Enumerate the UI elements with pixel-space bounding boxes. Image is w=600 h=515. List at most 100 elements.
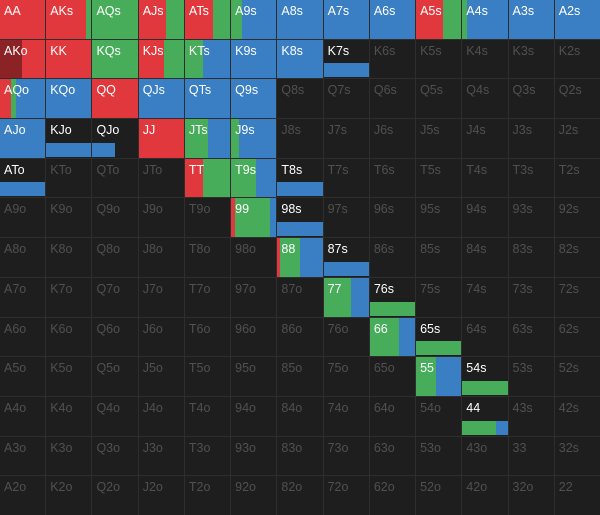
hand-cell-q5o[interactable]: Q5o: [92, 357, 138, 396]
hand-cell-k8s[interactable]: K8s: [277, 39, 323, 79]
hand-cell-a4s[interactable]: A4s: [462, 0, 508, 39]
hand-cell-86o[interactable]: 86o: [277, 317, 323, 357]
hand-cell-j2o[interactable]: J2o: [138, 476, 184, 515]
hand-cell-t6s[interactable]: T6s: [369, 158, 416, 198]
hand-cell-93s[interactable]: 93s: [508, 198, 554, 238]
hand-cell-k7s[interactable]: K7s: [323, 39, 369, 79]
hand-cell-75s[interactable]: 75s: [416, 277, 462, 317]
hand-cell-ajo[interactable]: AJo: [0, 119, 46, 158]
hand-cell-t7s[interactable]: T7s: [323, 158, 369, 198]
hand-cell-a2s[interactable]: A2s: [554, 0, 600, 39]
hand-cell-43o[interactable]: 43o: [462, 436, 508, 476]
hand-cell-k6s[interactable]: K6s: [369, 39, 416, 79]
hand-cell-j7o[interactable]: J7o: [138, 277, 184, 317]
hand-cell-k4s[interactable]: K4s: [462, 39, 508, 79]
hand-cell-64o[interactable]: 64o: [369, 396, 416, 436]
hand-cell-73o[interactable]: 73o: [323, 436, 369, 476]
hand-cell-62o[interactable]: 62o: [369, 476, 416, 515]
hand-cell-75o[interactable]: 75o: [323, 357, 369, 396]
hand-cell-k9o[interactable]: K9o: [46, 198, 92, 238]
hand-cell-q7s[interactable]: Q7s: [323, 79, 369, 119]
hand-cell-96o[interactable]: 96o: [231, 317, 277, 357]
hand-cell-a6o[interactable]: A6o: [0, 317, 46, 357]
hand-cell-95s[interactable]: 95s: [416, 198, 462, 238]
hand-cell-a8s[interactable]: A8s: [277, 0, 323, 39]
hand-cell-t9o[interactable]: T9o: [184, 198, 231, 238]
hand-cell-72o[interactable]: 72o: [323, 476, 369, 515]
hand-cell-a7s[interactable]: A7s: [323, 0, 369, 39]
hand-cell-a9o[interactable]: A9o: [0, 198, 46, 238]
hand-cell-95o[interactable]: 95o: [231, 357, 277, 396]
hand-cell-32o[interactable]: 32o: [508, 476, 554, 515]
hand-cell-54o[interactable]: 54o: [416, 396, 462, 436]
hand-cell-54s[interactable]: 54s: [462, 357, 508, 396]
hand-cell-88[interactable]: 88: [277, 238, 323, 277]
hand-cell-q6s[interactable]: Q6s: [369, 79, 416, 119]
hand-cell-86s[interactable]: 86s: [369, 238, 416, 277]
hand-cell-94o[interactable]: 94o: [231, 396, 277, 436]
hand-cell-a2o[interactable]: A2o: [0, 476, 46, 515]
hand-cell-99[interactable]: 99: [231, 198, 277, 238]
hand-cell-kjs[interactable]: KJs: [138, 39, 184, 79]
hand-cell-j8s[interactable]: J8s: [277, 119, 323, 158]
hand-cell-tt[interactable]: TT: [184, 158, 231, 198]
hand-cell-53s[interactable]: 53s: [508, 357, 554, 396]
hand-cell-62s[interactable]: 62s: [554, 317, 600, 357]
hand-cell-qts[interactable]: QTs: [184, 79, 231, 119]
hand-cell-ats[interactable]: ATs: [184, 0, 231, 39]
hand-cell-t3o[interactable]: T3o: [184, 436, 231, 476]
hand-cell-kqo[interactable]: KQo: [46, 79, 92, 119]
hand-cell-k7o[interactable]: K7o: [46, 277, 92, 317]
hand-cell-j3o[interactable]: J3o: [138, 436, 184, 476]
hand-cell-j4s[interactable]: J4s: [462, 119, 508, 158]
hand-cell-a5o[interactable]: A5o: [0, 357, 46, 396]
hand-cell-t5o[interactable]: T5o: [184, 357, 231, 396]
hand-cell-85s[interactable]: 85s: [416, 238, 462, 277]
hand-cell-76s[interactable]: 76s: [369, 277, 416, 317]
hand-cell-83s[interactable]: 83s: [508, 238, 554, 277]
hand-cell-q6o[interactable]: Q6o: [92, 317, 138, 357]
hand-cell-kjo[interactable]: KJo: [46, 119, 92, 158]
hand-cell-kqs[interactable]: KQs: [92, 39, 138, 79]
hand-cell-j9s[interactable]: J9s: [231, 119, 277, 158]
hand-cell-j2s[interactable]: J2s: [554, 119, 600, 158]
hand-cell-a8o[interactable]: A8o: [0, 238, 46, 277]
hand-cell-j9o[interactable]: J9o: [138, 198, 184, 238]
hand-cell-85o[interactable]: 85o: [277, 357, 323, 396]
hand-cell-97o[interactable]: 97o: [231, 277, 277, 317]
hand-cell-t4s[interactable]: T4s: [462, 158, 508, 198]
hand-cell-t8s[interactable]: T8s: [277, 158, 323, 198]
hand-cell-q5s[interactable]: Q5s: [416, 79, 462, 119]
hand-cell-a4o[interactable]: A4o: [0, 396, 46, 436]
hand-cell-84o[interactable]: 84o: [277, 396, 323, 436]
hand-cell-42s[interactable]: 42s: [554, 396, 600, 436]
hand-cell-92o[interactable]: 92o: [231, 476, 277, 515]
hand-cell-kts[interactable]: KTs: [184, 39, 231, 79]
hand-cell-22[interactable]: 22: [554, 476, 600, 515]
hand-cell-55[interactable]: 55: [416, 357, 462, 396]
hand-cell-66[interactable]: 66: [369, 317, 416, 357]
hand-cell-52s[interactable]: 52s: [554, 357, 600, 396]
hand-cell-a6s[interactable]: A6s: [369, 0, 416, 39]
hand-cell-k5o[interactable]: K5o: [46, 357, 92, 396]
hand-cell-33[interactable]: 33: [508, 436, 554, 476]
hand-cell-83o[interactable]: 83o: [277, 436, 323, 476]
hand-cell-94s[interactable]: 94s: [462, 198, 508, 238]
hand-cell-87s[interactable]: 87s: [323, 238, 369, 277]
hand-cell-t8o[interactable]: T8o: [184, 238, 231, 277]
hand-cell-k4o[interactable]: K4o: [46, 396, 92, 436]
hand-cell-98s[interactable]: 98s: [277, 198, 323, 238]
hand-cell-qjo[interactable]: QJo: [92, 119, 138, 158]
hand-cell-43s[interactable]: 43s: [508, 396, 554, 436]
hand-cell-jts[interactable]: JTs: [184, 119, 231, 158]
hand-cell-t2s[interactable]: T2s: [554, 158, 600, 198]
hand-cell-q4o[interactable]: Q4o: [92, 396, 138, 436]
hand-cell-jto[interactable]: JTo: [138, 158, 184, 198]
hand-cell-j8o[interactable]: J8o: [138, 238, 184, 277]
hand-cell-a3s[interactable]: A3s: [508, 0, 554, 39]
hand-cell-63o[interactable]: 63o: [369, 436, 416, 476]
hand-cell-82s[interactable]: 82s: [554, 238, 600, 277]
hand-cell-t6o[interactable]: T6o: [184, 317, 231, 357]
hand-cell-q3o[interactable]: Q3o: [92, 436, 138, 476]
hand-cell-k5s[interactable]: K5s: [416, 39, 462, 79]
